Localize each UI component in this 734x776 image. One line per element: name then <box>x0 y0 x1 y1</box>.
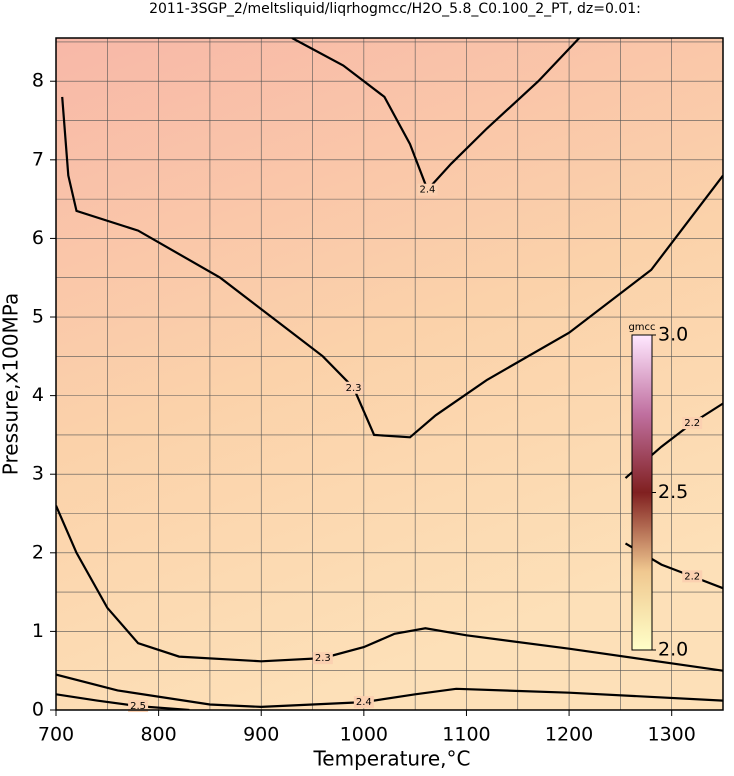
contour-label-bg <box>343 381 364 394</box>
y-tick-label: 3 <box>32 463 44 485</box>
colorbar-label: gmcc <box>628 322 655 333</box>
x-tick-label: 1100 <box>442 724 490 746</box>
y-axis-label: Pressure,x100MPa <box>0 293 23 475</box>
x-tick-label: 1300 <box>648 724 696 746</box>
contour-label-bg <box>353 696 374 709</box>
contour-label: 2.3 <box>346 383 362 394</box>
x-tick-label: 1000 <box>340 724 388 746</box>
y-tick-label: 8 <box>32 70 44 92</box>
colorbar-tick-label: 2.5 <box>658 481 688 503</box>
contour-line <box>56 693 190 710</box>
contour-label: 2.4 <box>356 697 372 708</box>
contour-label-bg <box>682 570 703 583</box>
contour-label-bg <box>312 652 333 665</box>
contour-label-bg <box>682 417 703 430</box>
plot-background <box>56 38 723 710</box>
contour-label-bg <box>128 700 149 713</box>
contour-label: 2.5 <box>130 701 146 712</box>
contour-label: 2.4 <box>420 185 436 196</box>
y-tick-label: 0 <box>32 699 44 721</box>
contour-label: 2.2 <box>684 571 700 582</box>
colorbar-tick-label: 2.0 <box>658 639 688 661</box>
x-tick-label: 700 <box>38 724 74 746</box>
x-tick-label: 800 <box>140 724 176 746</box>
y-tick-label: 5 <box>32 306 44 328</box>
y-tick-label: 1 <box>32 620 44 642</box>
chart-title: 2011-3SGP_2/meltsliquid/liqrhogmcc/H2O_5… <box>149 1 641 17</box>
contour-label: 2.2 <box>684 418 700 429</box>
y-tick-label: 7 <box>32 148 44 170</box>
y-tick-label: 4 <box>32 384 44 406</box>
y-tick-label: 6 <box>32 227 44 249</box>
x-tick-label: 900 <box>243 724 279 746</box>
colorbar <box>631 334 653 651</box>
x-tick-label: 1200 <box>545 724 593 746</box>
colorbar-tick-label: 3.0 <box>658 324 688 346</box>
plot-frame <box>55 37 724 711</box>
contour-label: 2.3 <box>315 653 331 664</box>
contour-label-bg <box>417 183 438 196</box>
y-tick-label: 2 <box>32 541 44 563</box>
x-axis-label: Temperature,°C <box>312 747 470 771</box>
